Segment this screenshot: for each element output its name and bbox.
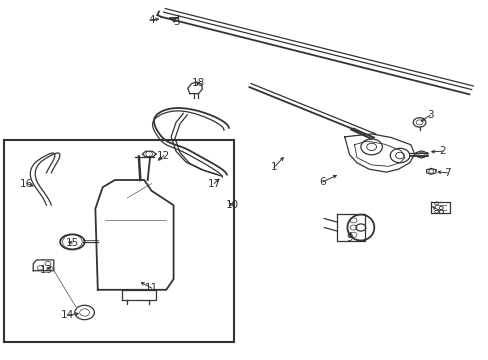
Text: 17: 17 [207, 179, 221, 189]
Text: 10: 10 [225, 200, 238, 210]
Text: 8: 8 [436, 206, 443, 216]
Text: 13: 13 [40, 265, 53, 275]
Text: 16: 16 [20, 179, 34, 189]
Text: 4: 4 [148, 15, 155, 25]
Text: 7: 7 [443, 168, 450, 178]
Text: 14: 14 [61, 310, 74, 320]
Text: 5: 5 [172, 17, 179, 27]
Bar [4, 140, 233, 342]
Text: 15: 15 [65, 238, 79, 248]
Text: 9: 9 [346, 233, 352, 243]
Text: 3: 3 [426, 110, 433, 120]
Text: 1: 1 [270, 162, 277, 172]
Text: 18: 18 [191, 78, 204, 88]
Text: 6: 6 [319, 177, 325, 187]
Text: 2: 2 [438, 146, 445, 156]
Text: 12: 12 [157, 150, 170, 161]
Text: 11: 11 [144, 283, 158, 293]
